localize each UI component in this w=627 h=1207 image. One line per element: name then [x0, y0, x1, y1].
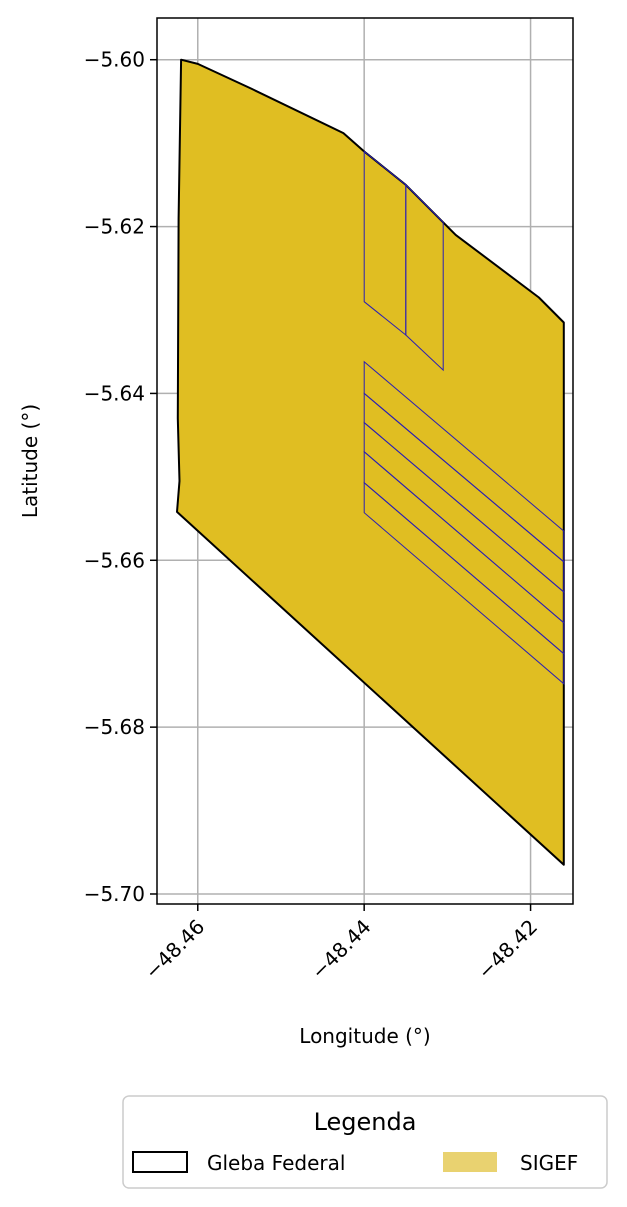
legend-label-gleba-federal: Gleba Federal: [207, 1151, 345, 1175]
sigef-parcel-1: [405, 183, 444, 372]
x-tick-label-1: −48.44: [306, 915, 375, 984]
x-tick-label-2: −48.42: [473, 915, 542, 984]
y-tick-label-0: −5.60: [84, 48, 145, 72]
gleba-federal-polygon: [176, 58, 565, 866]
y-tick-label-4: −5.68: [84, 715, 145, 739]
legend-label-sigef: SIGEF: [520, 1151, 578, 1175]
x-tick-label-0: −48.46: [140, 915, 209, 984]
sigef-parcels: [363, 150, 565, 685]
y-axis-label: Latitude (°): [18, 404, 42, 518]
y-tick-label-5: −5.70: [84, 882, 145, 906]
y-tick-label-1: −5.62: [84, 215, 145, 239]
y-tick-label-3: −5.66: [84, 548, 145, 572]
legend: Legenda Gleba Federal SIGEF: [122, 1095, 608, 1189]
legend-swatch-gleba-federal: [132, 1151, 188, 1173]
legend-title: Legenda: [314, 1108, 417, 1136]
x-axis-label: Longitude (°): [299, 1024, 430, 1048]
y-axis-ticks: −5.60 −5.62 −5.64 −5.66 −5.68 −5.70: [84, 48, 157, 906]
sigef-parcel-6: [363, 481, 565, 685]
map-layers: [176, 58, 565, 866]
plot-frame: [156, 17, 574, 905]
x-axis-ticks: −48.46 −48.44 −48.42: [140, 904, 542, 984]
y-tick-label-2: −5.64: [84, 381, 145, 405]
legend-swatch-sigef: [443, 1152, 497, 1172]
